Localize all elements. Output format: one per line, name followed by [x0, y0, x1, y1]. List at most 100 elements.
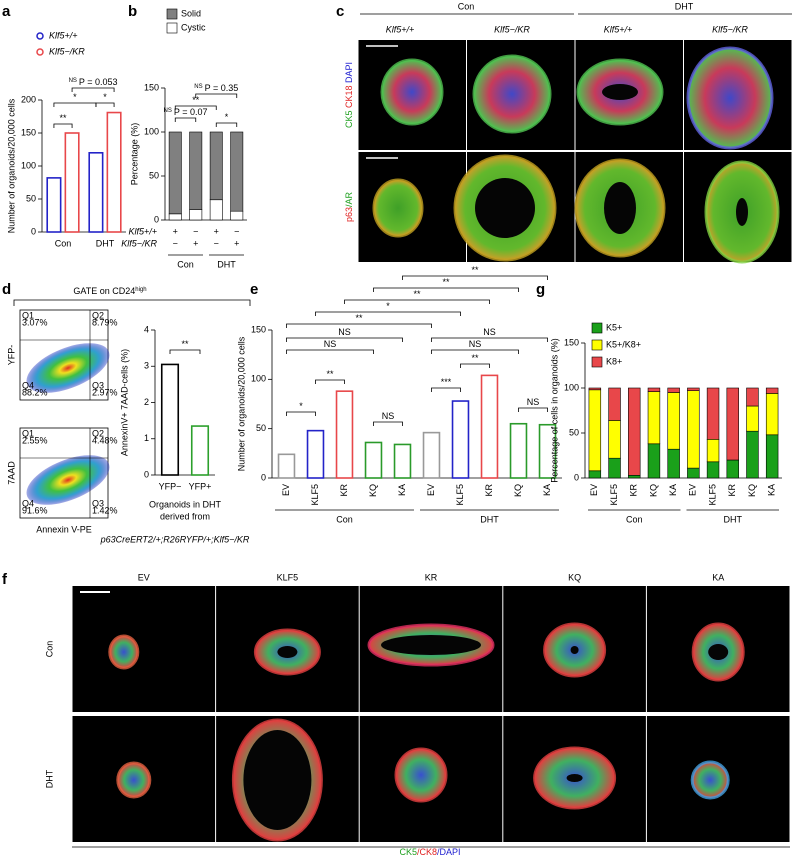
significance-text: * — [386, 301, 390, 311]
significance-label: ** — [442, 277, 450, 287]
significance-text: * — [103, 92, 107, 102]
legend-swatch — [591, 322, 603, 334]
bar-segment — [746, 405, 759, 432]
x-tick-label: DHT — [96, 238, 115, 248]
condition-label: DHT — [675, 1, 694, 11]
y-axis-label: Number of organoids/20,000 cells — [236, 336, 246, 471]
y-tick-label: 50 — [26, 193, 36, 203]
y-tick-label: 1 — [144, 433, 149, 443]
x-tick-label: YFP− — [159, 481, 182, 491]
bar — [509, 422, 528, 479]
y-tick-label: 0 — [154, 214, 159, 224]
stain: /DAPI — [437, 847, 461, 857]
column-label: KA — [712, 572, 724, 582]
y-axis-label: Number of organoids/20,000 cells — [6, 98, 16, 233]
significance-text: NS — [69, 78, 77, 84]
bar-segment — [765, 434, 779, 479]
quadrant-value: 1.42% — [92, 505, 118, 515]
quadrant-value: 88.2% — [22, 387, 48, 397]
significance-text: ** — [413, 289, 421, 299]
bar — [393, 443, 412, 479]
y-axis-label: AnnexinV+ 7AAD-cells (%) — [119, 349, 129, 456]
bar-segment — [687, 467, 700, 479]
group-label: DHT — [480, 514, 499, 524]
x-tick-label: KQ — [747, 484, 757, 497]
significance-bracket — [344, 299, 490, 304]
y-tick-label: 150 — [144, 82, 159, 92]
significance-label: NS P = 0.053 — [69, 77, 118, 87]
lumen — [708, 644, 729, 660]
x-tick-label: KA — [668, 484, 678, 496]
x-tick-label: EV — [281, 484, 291, 496]
bar-segment — [647, 387, 661, 392]
stain: p63 — [344, 207, 354, 222]
significance-label: * — [299, 401, 303, 411]
significance-label: ** — [471, 353, 479, 363]
lumen — [566, 774, 583, 782]
significance-text: P = 0.35 — [205, 83, 239, 93]
bar-segment — [706, 387, 720, 440]
significance-bracket — [95, 102, 115, 107]
significance-bracket — [431, 349, 519, 354]
group-label: Con — [626, 514, 643, 524]
bar — [364, 441, 383, 479]
organoid — [108, 634, 140, 670]
y-tick-label: 150 — [564, 337, 579, 347]
quadrant-name: Q1 — [22, 310, 34, 320]
gate-rule — [13, 299, 251, 306]
bar-segment — [189, 131, 203, 210]
bar-segment — [667, 448, 680, 479]
significance-label: NS P = 0.07 — [164, 107, 208, 117]
y-tick-label: 50 — [256, 423, 266, 433]
row-mark: − — [173, 238, 178, 248]
panel-letter: c — [336, 3, 344, 20]
significance-bracket — [53, 123, 73, 128]
flow-ylabel: 7AAD — [6, 461, 16, 485]
x-tick-label: KR — [339, 484, 349, 497]
stain: CK5 — [399, 847, 417, 857]
bar — [46, 177, 62, 233]
significance-label: NS P = 0.35 — [194, 83, 238, 93]
column-label: KLF5 — [277, 572, 299, 582]
y-tick-label: 50 — [569, 427, 579, 437]
significance-bracket — [286, 411, 316, 416]
significance-text: ** — [355, 313, 363, 323]
quadrant-name: Q4 — [22, 498, 34, 508]
x-tick-label: KQ — [513, 484, 523, 497]
significance-bracket — [169, 349, 201, 354]
legend-swatch — [36, 48, 44, 56]
y-tick-label: 150 — [21, 127, 36, 137]
significance-label: ** — [326, 369, 334, 379]
bar-segment — [647, 443, 661, 479]
x-tick-label: KA — [542, 484, 552, 496]
stain: /CK8 — [417, 847, 437, 857]
organoid — [394, 747, 448, 803]
lumen — [381, 635, 481, 655]
row-mark: + — [214, 226, 219, 236]
genotype-label: p63CreERT2/+;R26RYFP/+;Klf5−/KR — [100, 534, 250, 544]
organoid — [472, 54, 552, 134]
column-label: KR — [425, 572, 438, 582]
y-axis-label: Percentage (%) — [129, 123, 139, 186]
y-axis-label: Percentage of cells in organoids (%) — [549, 338, 559, 483]
significance-bracket — [402, 275, 548, 280]
significance-bracket — [373, 421, 403, 426]
bar-segment — [647, 391, 661, 445]
significance-bracket — [71, 87, 115, 92]
legend-label: Solid — [181, 8, 201, 18]
significance-text: NS — [469, 339, 482, 349]
significance-text: ** — [181, 339, 189, 349]
flow-density — [26, 343, 110, 393]
lumen — [570, 646, 579, 654]
significance-label: * — [225, 112, 229, 122]
significance-label: ** — [59, 113, 67, 123]
significance-label: ** — [471, 265, 479, 275]
significance-label: NS — [469, 339, 482, 349]
y-tick-label: 50 — [149, 170, 159, 180]
significance-bracket — [431, 337, 548, 342]
significance-text: ** — [471, 353, 479, 363]
bar — [422, 431, 441, 479]
stain: /AR — [344, 191, 354, 207]
significance-label: NS — [382, 411, 395, 421]
